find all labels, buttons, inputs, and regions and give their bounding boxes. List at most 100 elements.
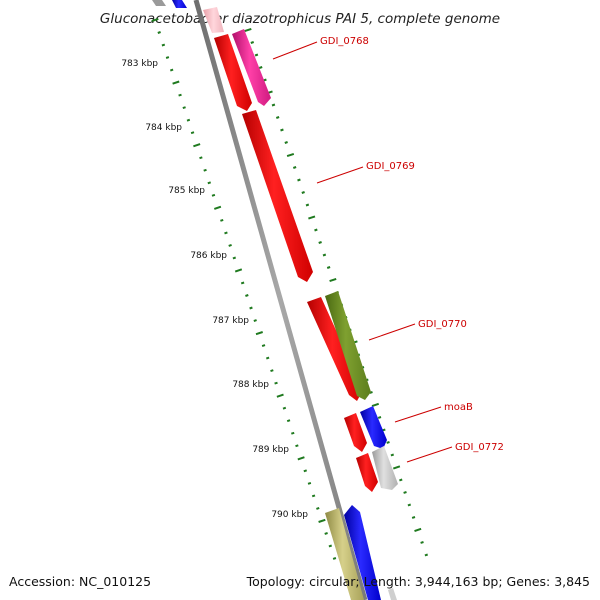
gene-feature-top-pink [203,7,224,33]
map-title: Gluconacetobacter diazotrophicus PAI 5, … [100,11,500,27]
outer-ring-minor-tick [386,441,390,444]
genome-backbone [193,0,368,600]
inner-ring-minor-tick [190,131,195,135]
outer-ring-minor-tick [377,416,382,419]
genome-summary-text: Topology: circular; Length: 3,944,163 bp… [246,574,590,589]
outer-ring-minor-tick [424,553,429,557]
outer-ring-major-tick [308,215,316,220]
outer-ring-minor-tick [411,516,416,519]
outer-ring-major-tick [414,527,422,533]
inner-ring-minor-tick [291,431,295,435]
inner-ring-minor-tick [332,557,337,560]
outer-ring-minor-tick [301,191,305,194]
outer-ring-minor-tick [271,103,276,107]
inner-ring-major-tick [276,393,284,398]
gene-arrow-GDI_0770-outer [325,291,371,400]
leader-line-moaB [394,406,442,423]
inner-ring-minor-tick [324,532,328,535]
outer-ring-minor-tick [275,116,280,119]
inner-tick-ring [151,17,337,560]
gene-label-GDI_0772[interactable]: GDI_0772 [455,442,504,453]
outer-ring-major-tick [286,152,295,158]
gene-label-GDI_0768[interactable]: GDI_0768 [320,36,369,47]
ruler-label-784kbp: 784 kbp [145,123,182,133]
outer-ring-minor-tick [326,266,331,269]
gene-arrow-bottom-blue [344,505,381,600]
outer-ring-major-tick [371,402,380,408]
ruler-label-786kbp: 786 kbp [190,251,227,261]
inner-ring-minor-tick [261,344,266,348]
gene-feature-top-blue [172,0,187,8]
inner-ring-minor-tick [270,369,274,373]
inner-ring-major-tick [213,205,222,210]
outer-ring-minor-tick [314,228,318,232]
inner-ring-minor-tick [199,156,203,160]
ruler-label-790kbp: 790 kbp [271,510,308,520]
inner-ring-minor-tick [169,68,174,72]
outer-ring-minor-tick [297,178,301,182]
outer-ring-minor-tick [322,253,327,257]
ruler-label-787kbp: 787 kbp [212,316,249,326]
outer-ring-major-tick [329,277,337,283]
inner-ring-minor-tick [328,544,333,548]
outer-ring-major-tick [392,465,401,470]
gene-label-GDI_0770[interactable]: GDI_0770 [418,319,467,330]
leader-line-GDI_0770 [368,323,416,341]
outer-ring-minor-tick [420,541,424,544]
inner-ring-minor-tick [249,306,253,310]
outer-ring-minor-tick [390,453,395,457]
ruler-label-788kbp: 788 kbp [232,380,269,390]
leader-line-GDI_0769 [316,166,364,184]
inner-ring-minor-tick [228,243,232,247]
inner-ring-minor-tick [316,506,320,510]
outer-ring-minor-tick [250,41,255,44]
ruler-label-783kbp: 783 kbp [121,59,158,69]
gene-label-GDI_0769[interactable]: GDI_0769 [366,161,415,172]
inner-ring-minor-tick [240,281,245,285]
gene-arrow-GDI_0768-outer [232,29,271,106]
gene-arrow-GDI_0772-inner [356,453,378,492]
inner-ring-minor-tick [311,494,316,498]
inner-ring-minor-tick [245,294,249,297]
outer-ring-major-tick [244,27,252,33]
inner-ring-minor-tick [220,218,224,222]
outer-ring-minor-tick [284,141,288,144]
gene-arrow-GDI_0769 [242,110,313,282]
inner-ring-minor-tick [307,481,312,485]
inner-ring-major-tick [234,268,243,273]
inner-ring-minor-tick [157,31,161,34]
outer-ring-minor-tick [292,166,297,169]
gene-arrow-GDI_0772-outer [372,446,398,490]
ruler-label-785kbp: 785 kbp [168,186,205,196]
outer-ring-minor-tick [407,503,412,507]
gene-label-moaB[interactable]: moaB [444,402,473,413]
gene-arrow-moaB-outer [360,406,387,449]
inner-ring-minor-tick [224,231,228,235]
inner-ring-major-tick [255,331,264,336]
inner-ring-minor-tick [282,406,287,410]
outer-ring-minor-tick [399,478,403,482]
outer-ring-minor-tick [258,66,263,69]
inner-ring-minor-tick [203,168,207,172]
gene-arrow-GDI_0770-inner [307,297,363,401]
outer-ring-minor-tick [254,53,259,57]
inner-ring-major-tick [193,143,201,148]
inner-ring-major-tick [297,456,305,461]
outer-ring-minor-tick [305,203,310,207]
leader-line-GDI_0768 [272,41,318,60]
ruler-label-789kbp: 789 kbp [252,445,289,455]
inner-ring-minor-tick [211,193,216,197]
inner-ring-minor-tick [161,43,166,47]
inner-ring-minor-tick [295,444,299,448]
inner-ring-minor-tick [186,118,191,122]
leader-line-GDI_0772 [406,446,453,463]
gene-arrow-bottom-khaki [325,508,364,600]
inner-ring-minor-tick [178,93,182,97]
inner-ring-minor-tick [165,56,170,59]
gene-feature-top-grey [152,0,166,6]
inner-ring-minor-tick [207,181,212,185]
inner-ring-major-tick [172,80,180,85]
gene-arrow-GDI_0768-inner [214,34,252,111]
outer-ring-minor-tick [318,241,322,244]
